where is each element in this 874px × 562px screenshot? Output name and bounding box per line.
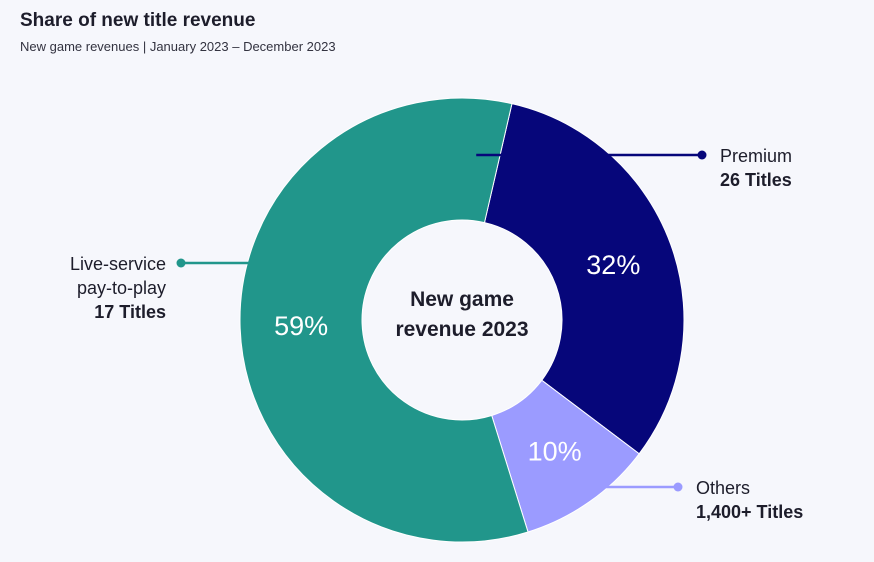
legend-label-others: Others — [696, 478, 750, 498]
legend-label-premium: Premium — [720, 146, 792, 166]
slice-value-label: 32% — [586, 250, 640, 280]
legend-label-live-service: Live-service — [70, 254, 166, 274]
legend-detail-live-service: 17 Titles — [94, 302, 166, 322]
chart-title: Share of new title revenue — [20, 10, 256, 31]
slice-value-label: 59% — [274, 311, 328, 341]
leader-dot-live-service — [176, 258, 186, 268]
leader-dot-others — [673, 482, 683, 492]
slice-premium — [483, 103, 685, 455]
legend-detail-others: 1,400+ Titles — [696, 502, 803, 522]
legend-detail-premium: 26 Titles — [720, 170, 792, 190]
slice-value-label: 10% — [528, 437, 582, 467]
center-label-line: New game — [410, 288, 514, 311]
center-label-line: revenue 2023 — [395, 318, 528, 341]
leader-dot-premium — [697, 150, 707, 160]
slice-live-service-pay-to-play — [239, 97, 529, 543]
legend-label-live-service: pay-to-play — [77, 278, 166, 298]
chart-subtitle: New game revenues | January 2023 – Decem… — [20, 39, 336, 54]
